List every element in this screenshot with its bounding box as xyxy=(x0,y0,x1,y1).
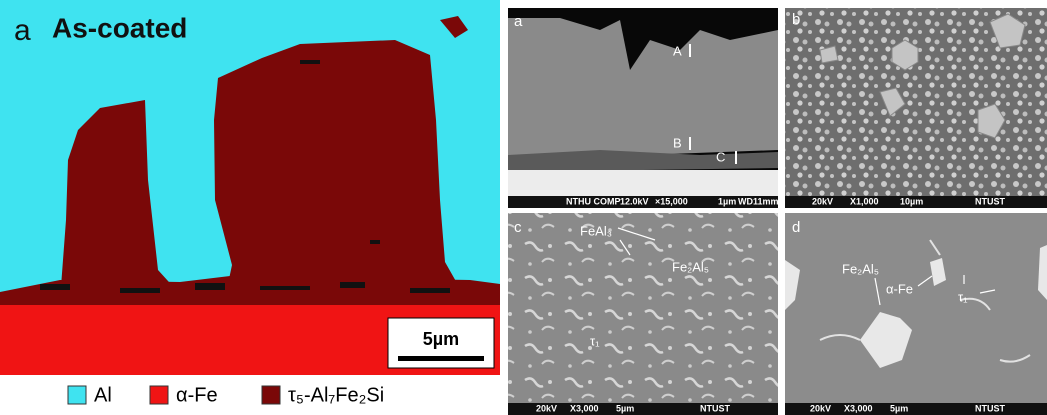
sem-panel-c: c FeAl₃ Fe₂Al₅ τ₁ 20kV X3,000 5µm NTUST xyxy=(508,213,778,415)
footer-text: 20kV xyxy=(812,196,833,206)
annotation: C xyxy=(716,149,725,164)
annotation: Fe₂Al₅ xyxy=(842,261,879,276)
annotation: B xyxy=(673,135,682,150)
scale-bar xyxy=(398,356,484,361)
footer-text: NTUST xyxy=(700,403,730,413)
legend-swatch xyxy=(262,386,280,404)
footer-text: NTHU COMP xyxy=(566,196,621,206)
annotation: τ₁ xyxy=(958,289,968,304)
scale-text: 5µm xyxy=(423,329,459,349)
panel-label: c xyxy=(514,219,522,236)
panel-label: b xyxy=(792,11,800,28)
eds-map: a As-coated 5µm xyxy=(0,0,500,375)
footer-text: ×15,000 xyxy=(655,196,688,206)
annotation: Fe₂Al₅ xyxy=(672,259,709,274)
annotation: FeAl₃ xyxy=(580,223,612,238)
sem-panel-a: a A B C NTHU COMP 12.0kV ×15,000 1µm WD1… xyxy=(508,8,779,208)
footer-text: 5µm xyxy=(616,403,634,413)
footer-text: 10µm xyxy=(900,196,923,206)
panel-title: As-coated xyxy=(52,12,187,43)
footer-text: X3,000 xyxy=(844,403,873,413)
footer-text: 5µm xyxy=(890,403,908,413)
footer-text: X1,000 xyxy=(850,196,879,206)
footer-text: 20kV xyxy=(536,403,557,413)
panel-label: a xyxy=(14,14,31,47)
legend-swatch xyxy=(150,386,168,404)
footer-text: WD11mm xyxy=(738,196,779,206)
figure: a As-coated 5µm Al α-Fe τ₅-Al₇Fe₂Si a A … xyxy=(0,0,1047,415)
footer-text: 20kV xyxy=(810,403,831,413)
legend-label: τ₅-Al₇Fe₂Si xyxy=(288,384,384,406)
annotation: A xyxy=(673,43,682,58)
legend-label: α-Fe xyxy=(176,384,218,406)
panel-label: d xyxy=(792,219,800,236)
footer-text: 12.0kV xyxy=(620,196,649,206)
annotation: τ₁ xyxy=(590,333,600,348)
sem-panel-d: d Fe₂Al₅ α-Fe τ₁ 20kV X3,000 5µm NTUST xyxy=(785,213,1047,415)
footer-text: X3,000 xyxy=(570,403,599,413)
legend: Al α-Fe τ₅-Al₇Fe₂Si xyxy=(68,384,384,406)
panel-label: a xyxy=(514,13,523,30)
footer-text: NTUST xyxy=(975,403,1005,413)
annotation: α-Fe xyxy=(886,281,913,296)
legend-swatch xyxy=(68,386,86,404)
footer-text: 1µm xyxy=(718,196,736,206)
sem-panel-b: b 20kV X1,000 10µm NTUST xyxy=(785,8,1047,208)
legend-label: Al xyxy=(94,384,112,406)
footer-text: NTUST xyxy=(975,196,1005,206)
